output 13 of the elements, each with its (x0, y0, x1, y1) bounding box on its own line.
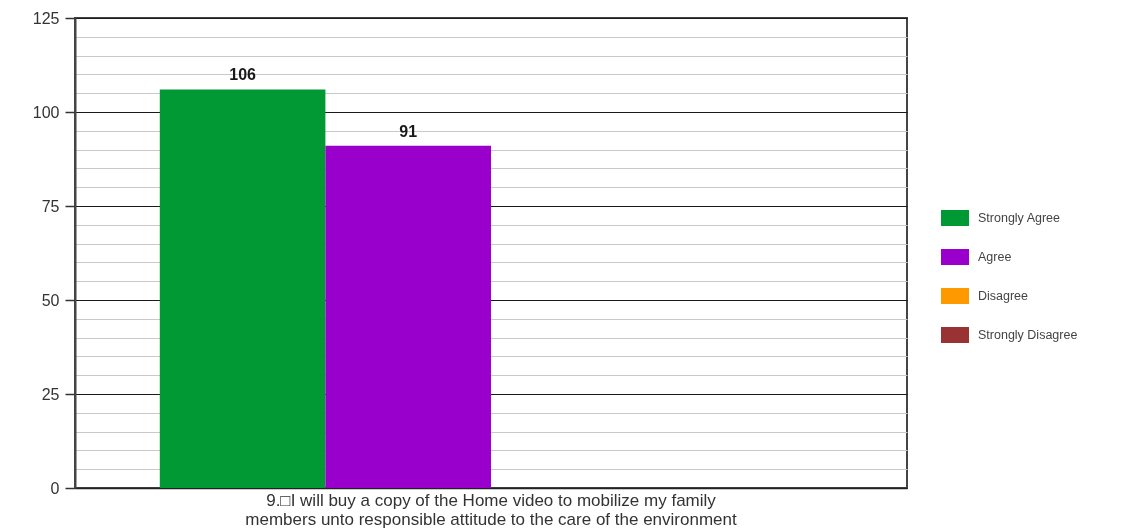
y-tick-label: 0 (50, 479, 60, 497)
legend-label: Agree (978, 250, 1012, 264)
data-label: 91 (399, 122, 418, 140)
x-tick-label: 9.□I will buy a copy of the Home video to mobilize my family members unto responsible attitude to the care of the environment (245, 490, 737, 529)
y-tick-label: 125 (32, 9, 60, 27)
legend-label: Strongly Agree (978, 211, 1061, 225)
y-tick-label: 75 (41, 197, 60, 215)
legend-label: Disagree (978, 289, 1029, 303)
data-label: 106 (229, 66, 257, 84)
y-tick-label: 100 (32, 103, 60, 121)
y-tick-label: 50 (41, 291, 60, 309)
legend-label: Strongly Disagree (978, 328, 1078, 342)
y-tick-label: 25 (41, 385, 60, 403)
